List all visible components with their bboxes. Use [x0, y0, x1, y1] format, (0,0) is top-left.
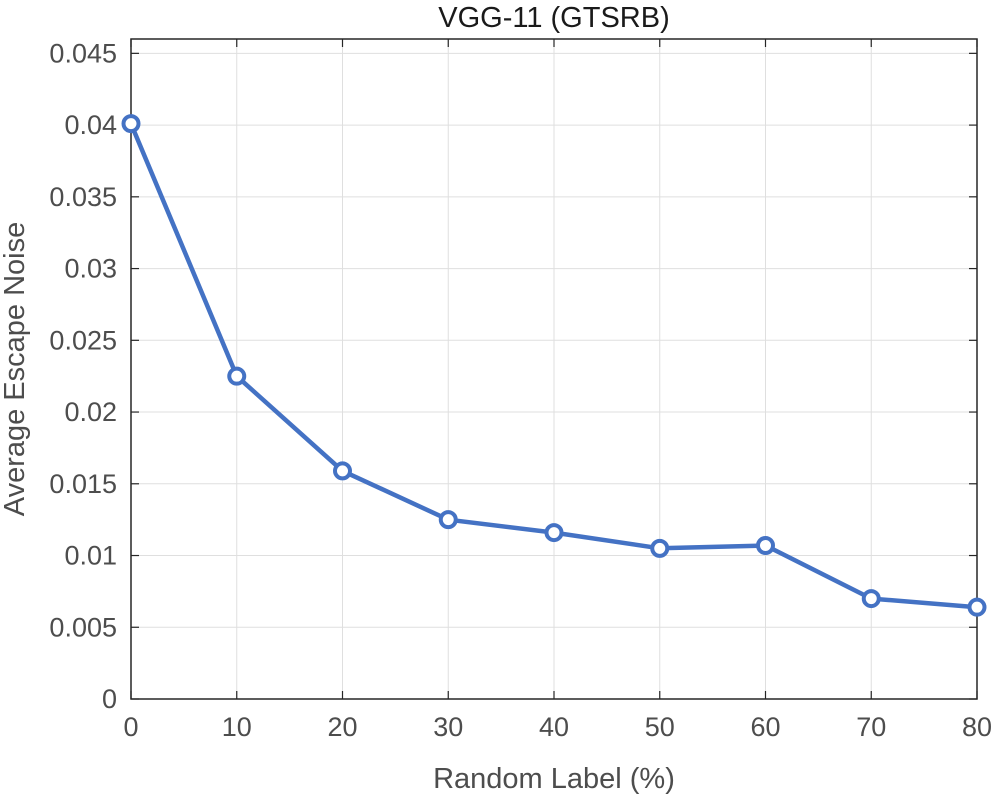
- axis-ticks: 0 10 20 30 40 50 60 70 80 0 0.005 0.01 0.015 0.02 0.02…: [49, 38, 992, 742]
- x-tick-label: 60: [750, 712, 780, 742]
- y-tick-label: 0.045: [49, 38, 117, 68]
- chart-title: VGG-11 (GTSRB): [438, 2, 670, 34]
- x-tick-label: 50: [645, 712, 675, 742]
- data-point: [650, 538, 670, 558]
- series-layer: [121, 114, 987, 617]
- data-point: [861, 589, 881, 609]
- x-axis-title: Random Label (%): [433, 763, 675, 795]
- data-point: [544, 523, 564, 543]
- y-tick-label: 0.005: [49, 612, 117, 642]
- y-axis-title: Average Escape Noise: [0, 222, 31, 516]
- y-tick-label: 0.02: [64, 397, 117, 427]
- x-tick-label: 0: [123, 712, 138, 742]
- y-tick-label: 0.03: [64, 254, 117, 284]
- y-tick-label: 0.04: [64, 110, 117, 140]
- y-tick-label: 0.035: [49, 182, 117, 212]
- data-point: [121, 114, 141, 134]
- x-tick-label: 70: [856, 712, 886, 742]
- x-tick-label: 30: [433, 712, 463, 742]
- y-tick-label: 0: [102, 684, 117, 714]
- data-point: [756, 535, 775, 555]
- x-tick-label: 40: [539, 712, 569, 742]
- data-point: [967, 597, 987, 617]
- data-point: [227, 366, 247, 386]
- data-point: [333, 461, 352, 481]
- y-tick-label: 0.025: [49, 325, 117, 355]
- data-point: [438, 510, 458, 530]
- x-tick-label: 10: [222, 712, 252, 742]
- grid: [130, 39, 978, 700]
- y-tick-label: 0.015: [49, 469, 117, 499]
- y-tick-label: 0.01: [64, 541, 117, 571]
- x-tick-label: 20: [327, 712, 357, 742]
- x-tick-label: 80: [962, 712, 992, 742]
